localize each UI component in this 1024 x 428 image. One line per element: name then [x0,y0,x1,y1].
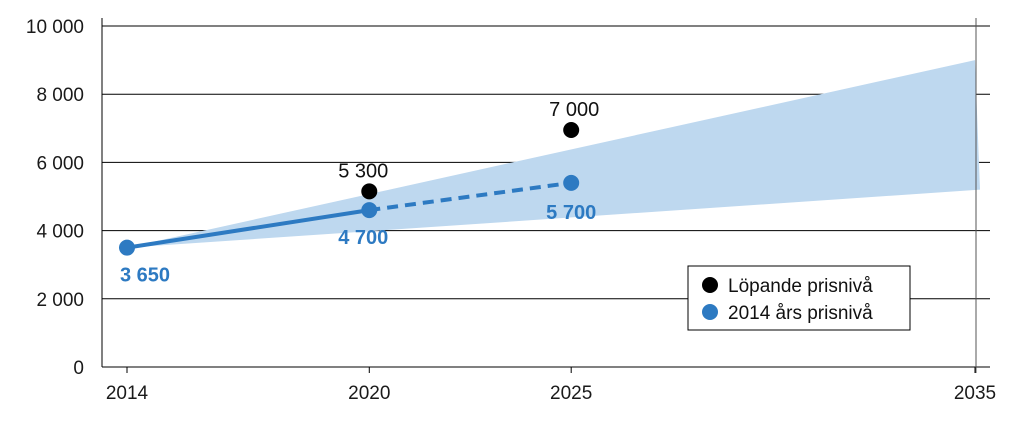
point-current-price [361,183,378,200]
legend-label: 2014 års prisnivå [728,303,873,324]
forecast-band [127,60,980,248]
y-tick-label: 4 000 [36,222,84,243]
series-2014-solid-line [126,208,370,250]
y-tick-label: 10 000 [26,17,84,38]
data-label-2014-price: 5 700 [546,202,596,224]
legend: Löpande prisnivå 2014 års prisnivå [687,265,911,331]
x-tick-label: 2014 [106,383,149,404]
y-tick-label: 8 000 [36,85,84,106]
data-label-2014-price: 3 650 [120,265,170,287]
point-current-price [563,122,580,139]
band-area [127,60,980,248]
y-tick-label: 0 [73,358,84,379]
legend-marker [702,277,718,293]
point-2014-price [563,174,580,191]
y-tick-label: 6 000 [36,153,84,174]
x-tick-label: 2035 [954,383,996,404]
x-tick-label: 2020 [348,383,390,404]
y-tick-label: 2 000 [36,290,84,311]
point-2014-price [361,202,378,219]
legend-box [687,265,911,331]
legend-marker [702,304,718,320]
series [119,122,580,256]
x-tick-label: 2025 [550,383,592,404]
data-labels: 3 650 4 700 5 700 5 300 7 000 [120,99,599,287]
series-2014-dashed-line [369,180,572,213]
data-label-2014-price: 4 700 [338,227,388,249]
data-label-current-price: 5 300 [338,160,388,182]
legend-label: Löpande prisnivå [728,276,873,297]
data-label-current-price: 7 000 [549,99,599,121]
axes: 0 2 000 4 000 6 000 8 000 10 000 2014 2020 2025 2… [26,17,996,404]
point-2014-price [119,239,135,256]
